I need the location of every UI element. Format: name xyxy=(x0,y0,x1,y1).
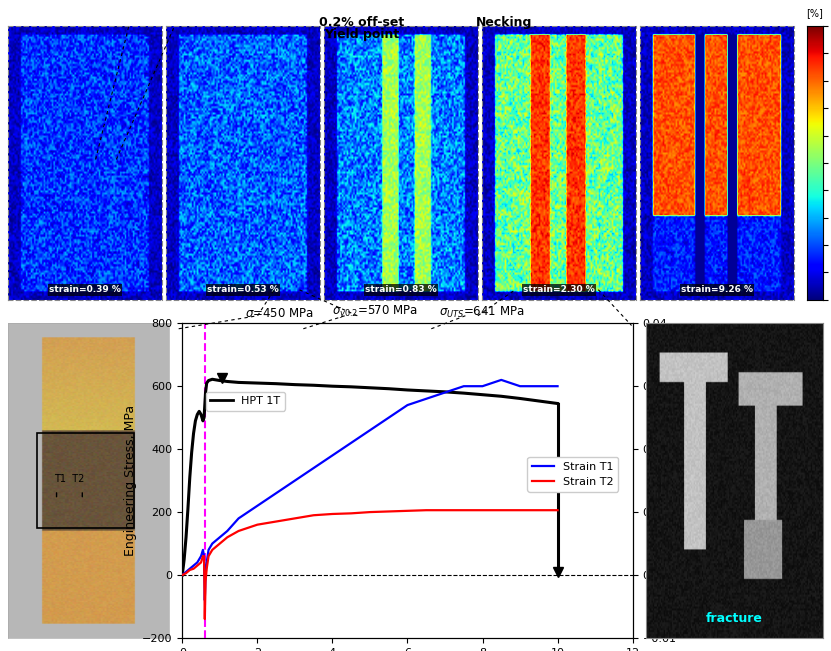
Text: strain=2.30 %: strain=2.30 % xyxy=(523,285,595,294)
Text: strain=9.26 %: strain=9.26 % xyxy=(681,285,753,294)
Text: Yield point: Yield point xyxy=(324,28,399,41)
Text: strain=0.39 %: strain=0.39 % xyxy=(49,285,121,294)
Text: 0.2% off-set: 0.2% off-set xyxy=(319,16,404,29)
Text: strain=0.53 %: strain=0.53 % xyxy=(207,285,279,294)
Text: strain=0.83 %: strain=0.83 % xyxy=(365,285,437,294)
Text: $\sigma$=450 MPa: $\sigma$=450 MPa xyxy=(245,307,314,320)
Legend: Strain T1, Strain T2: Strain T1, Strain T2 xyxy=(528,457,618,492)
Text: T1  T2: T1 T2 xyxy=(54,474,85,484)
Text: fracture: fracture xyxy=(706,613,763,626)
Y-axis label: Strain (thickness): Strain (thickness) xyxy=(683,426,696,536)
Y-axis label: Engineering Stress, MPa: Engineering Stress, MPa xyxy=(124,405,136,556)
Bar xyxy=(37,434,134,528)
Text: [%]: [%] xyxy=(806,8,824,18)
Text: $\sigma_{UTS}$=641 MPa: $\sigma_{UTS}$=641 MPa xyxy=(439,305,524,320)
Text: $\sigma_{y0.2}$=570 MPa: $\sigma_{y0.2}$=570 MPa xyxy=(332,303,418,320)
Text: Necking: Necking xyxy=(476,16,533,29)
